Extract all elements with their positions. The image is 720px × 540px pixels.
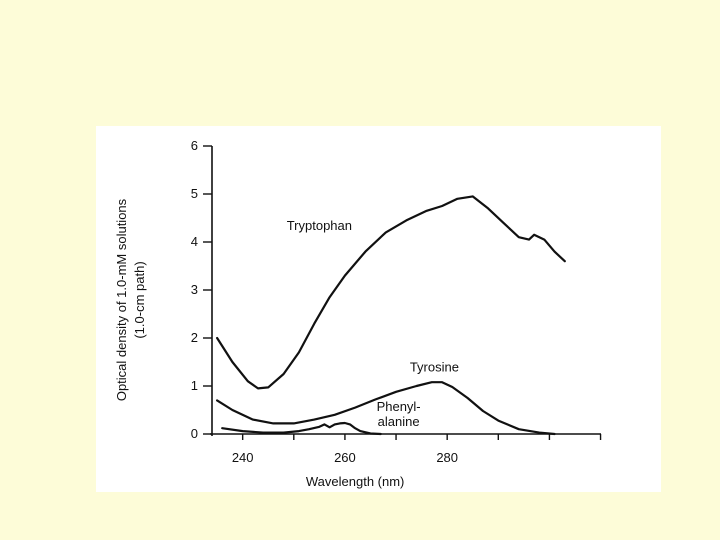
y-tick-label: 5 <box>191 186 198 201</box>
y-tick-label: 6 <box>191 138 198 153</box>
series-label-line: Tryptophan <box>287 218 352 233</box>
series-label-line: Tyrosine <box>410 360 459 375</box>
y-axis-title: Optical density of 1.0-mM solutions (1.0-… <box>114 198 147 401</box>
y-tick-label: 0 <box>191 426 198 441</box>
series-label-tryptophan: Tryptophan <box>287 218 352 233</box>
y-tick-label: 4 <box>191 234 198 249</box>
x-tick-label: 280 <box>436 450 458 465</box>
series-label-tyrosine: Tyrosine <box>410 360 459 375</box>
y-tick-label: 2 <box>191 330 198 345</box>
figure-panel: 0 1 2 3 4 5 6 240 260 280 Wavelength (nm) Optical d… <box>96 126 661 492</box>
series-line-tyrosine <box>216 381 556 436</box>
chart: 0 1 2 3 4 5 6 240 260 280 Wavelength (nm) Optical d… <box>114 138 602 489</box>
y-axis-title-line: Optical density of 1.0-mM solutions <box>114 198 129 401</box>
x-axis-title: Wavelength (nm) <box>306 474 405 489</box>
series-line-phenylalanine <box>221 421 382 436</box>
y-axis-title-line: (1.0-cm path) <box>132 261 147 338</box>
series-label-line: Phenyl- <box>377 399 421 414</box>
series-label-phenylalanine: Phenyl-alanine <box>377 399 421 429</box>
y-tick-label: 3 <box>191 282 198 297</box>
x-tick-label: 240 <box>232 450 254 465</box>
series-line-tryptophan <box>216 195 566 390</box>
y-tick-label: 1 <box>191 378 198 393</box>
series-label-line: alanine <box>378 414 420 429</box>
x-tick-label: 260 <box>334 450 356 465</box>
